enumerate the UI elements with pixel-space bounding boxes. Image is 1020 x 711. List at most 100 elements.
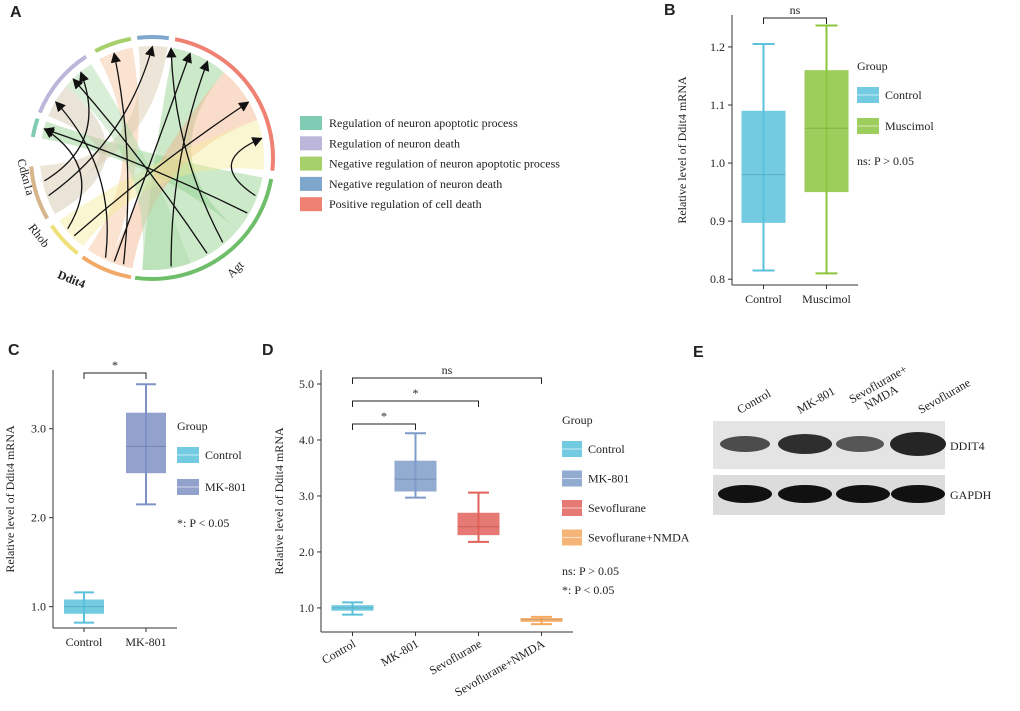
y-tick-label: 1.0 bbox=[710, 156, 725, 170]
y-tick-label: 0.9 bbox=[710, 214, 725, 228]
legend-swatch bbox=[300, 156, 322, 171]
note: *: P < 0.05 bbox=[562, 583, 614, 597]
arrow bbox=[166, 47, 224, 243]
y-axis-label: Relative level of Ddit4 mRNA bbox=[272, 427, 286, 575]
note: ns: P > 0.05 bbox=[857, 154, 914, 168]
y-tick-label: 3.0 bbox=[299, 489, 314, 503]
legend-swatch bbox=[300, 116, 322, 130]
arrow bbox=[43, 127, 248, 214]
band bbox=[778, 434, 832, 454]
ribbon bbox=[87, 47, 139, 262]
y-axis-label: Relative level of Ddit4 mRNA bbox=[3, 425, 17, 573]
lane-label-line: MK-801 bbox=[795, 384, 838, 417]
legend-label: Control bbox=[205, 448, 242, 462]
significance-bracket bbox=[352, 377, 542, 384]
legend-title: Group bbox=[857, 59, 888, 73]
lane-label-line: Sevoflurane bbox=[916, 375, 973, 416]
legend-swatch bbox=[300, 136, 322, 151]
legend-label: MK-801 bbox=[588, 472, 629, 486]
lane-label: MK-801 bbox=[795, 384, 838, 417]
ribbon bbox=[59, 119, 264, 247]
legend-label: Negative regulation of neuron death bbox=[329, 177, 502, 191]
panel-label: E bbox=[693, 344, 704, 361]
gene-label: Cdkn1a bbox=[14, 157, 37, 197]
x-tick-label: Control bbox=[745, 292, 782, 306]
arrow bbox=[43, 128, 83, 230]
ribbon bbox=[44, 86, 107, 214]
significance-label: ns bbox=[442, 363, 453, 377]
significance-bracket bbox=[83, 372, 147, 379]
arrow bbox=[48, 45, 155, 197]
term-arc bbox=[37, 54, 88, 114]
y-tick-label: 4.0 bbox=[299, 433, 314, 447]
band bbox=[778, 485, 832, 503]
legend-swatch bbox=[300, 197, 322, 212]
gene-label: Agt bbox=[224, 257, 247, 280]
significance-bracket bbox=[763, 17, 827, 24]
box-chart: D 1.0 2.0 3.0 4.0 5.0 Relative level of Ddit4 … bbox=[262, 342, 690, 699]
gene-label: Ddit4 bbox=[56, 267, 88, 291]
arrow bbox=[73, 101, 250, 237]
ribbon bbox=[142, 48, 238, 270]
term-arc bbox=[30, 117, 40, 138]
box bbox=[457, 512, 500, 536]
lane-label-line: Control bbox=[735, 386, 774, 417]
note: ns: P > 0.05 bbox=[562, 564, 619, 578]
legend-title: Group bbox=[562, 413, 593, 427]
y-tick-label: 0.8 bbox=[710, 272, 725, 286]
gene-label: Rhob bbox=[26, 221, 53, 250]
gene-arc bbox=[50, 224, 79, 255]
term-arc bbox=[174, 37, 275, 171]
box bbox=[804, 70, 849, 193]
ribbon bbox=[41, 121, 263, 230]
y-tick-label: 2.0 bbox=[31, 511, 46, 525]
ribbon bbox=[66, 64, 191, 270]
arrow bbox=[170, 60, 210, 267]
row-label: GAPDH bbox=[950, 488, 992, 502]
panel-label: A bbox=[10, 4, 22, 21]
legend-label: Positive regulation of cell death bbox=[329, 197, 482, 211]
arrow bbox=[113, 52, 192, 262]
term-arc bbox=[137, 35, 170, 41]
band bbox=[718, 485, 772, 503]
y-tick-label: 1.2 bbox=[710, 40, 725, 54]
y-axis-label: Relative level of Ddit4 mRNA bbox=[675, 76, 689, 224]
x-tick-label: Control bbox=[66, 635, 103, 649]
y-tick-label: 2.0 bbox=[299, 545, 314, 559]
box bbox=[126, 412, 166, 474]
band bbox=[891, 485, 945, 503]
arrow bbox=[72, 78, 208, 254]
significance-label: * bbox=[381, 409, 387, 423]
gene-arc bbox=[29, 166, 49, 220]
box-chart: C 1.0 2.0 3.0 Relative level of Ddit4 mRNA Co… bbox=[3, 342, 246, 649]
band bbox=[836, 485, 890, 503]
legend-swatch bbox=[300, 176, 322, 191]
legend-label: Muscimol bbox=[885, 119, 934, 133]
legend-label: MK-801 bbox=[205, 480, 246, 494]
x-tick-label: MK-801 bbox=[125, 635, 166, 649]
lane-label: Sevoflurane bbox=[916, 375, 973, 416]
row-label: DDIT4 bbox=[950, 439, 985, 453]
term-arc bbox=[94, 36, 132, 53]
significance-label: ns bbox=[790, 3, 801, 17]
arrow bbox=[230, 137, 263, 197]
lane-label: Sevoflurane+NMDA bbox=[847, 362, 917, 418]
ribbon bbox=[40, 46, 168, 191]
legend-label: Sevoflurane bbox=[588, 501, 646, 515]
gene-arc bbox=[134, 178, 274, 281]
box bbox=[394, 460, 437, 492]
x-tick-label: MK-801 bbox=[378, 636, 421, 669]
y-tick-label: 3.0 bbox=[31, 422, 46, 436]
box-chart: B 0.8 0.9 1.0 1.1 1.2 Relative level of Ddit4 … bbox=[664, 2, 934, 306]
legend-label: Regulation of neuron death bbox=[329, 136, 460, 150]
gene-arc bbox=[81, 255, 132, 280]
legend-label: Negative regulation of neuron apoptotic … bbox=[329, 157, 560, 171]
arrow bbox=[44, 71, 90, 182]
arrow bbox=[54, 101, 108, 258]
legend-label: Sevoflurane+NMDA bbox=[588, 531, 690, 545]
x-tick-label: Muscimol bbox=[802, 292, 851, 306]
band bbox=[720, 436, 770, 452]
y-tick-label: 5.0 bbox=[299, 377, 314, 391]
